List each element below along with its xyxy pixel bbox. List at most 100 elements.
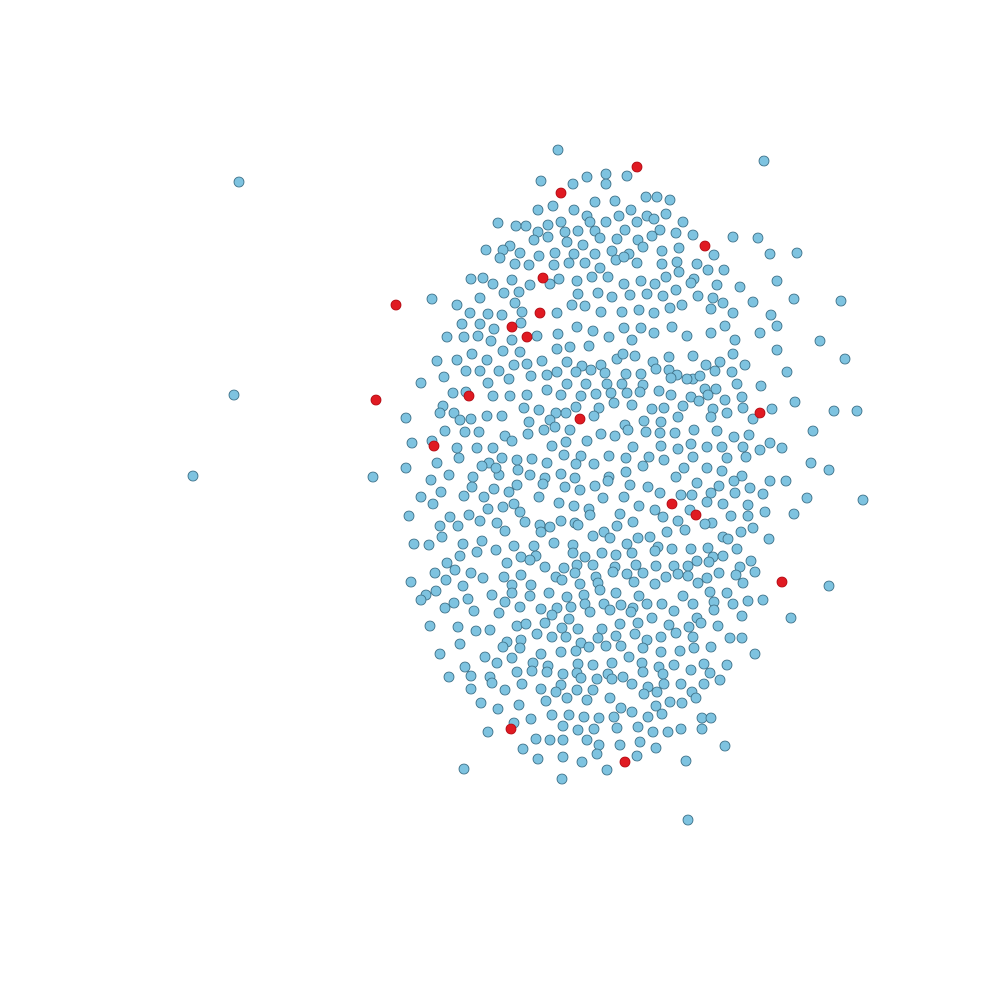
data-point <box>593 402 605 414</box>
data-point <box>635 322 647 334</box>
data-point <box>548 537 560 549</box>
data-point <box>575 390 587 402</box>
data-point <box>651 686 663 698</box>
data-point <box>694 370 706 382</box>
data-point <box>633 500 645 512</box>
data-point <box>511 479 523 491</box>
data-point <box>759 506 771 518</box>
data-point <box>458 763 470 775</box>
data-point <box>640 191 652 203</box>
data-point <box>646 403 658 415</box>
data-point <box>650 700 662 712</box>
data-point <box>606 657 618 669</box>
data-point <box>764 437 776 449</box>
data-point <box>480 244 492 256</box>
data-point <box>708 604 720 616</box>
data-point <box>430 585 442 597</box>
data-point <box>367 471 379 483</box>
data-point <box>451 299 463 311</box>
data-point <box>493 607 505 619</box>
data-point <box>789 396 801 408</box>
data-point <box>444 511 456 523</box>
data-point <box>735 526 747 538</box>
data-point <box>497 641 509 653</box>
data-point <box>583 641 595 653</box>
data-point <box>653 385 665 397</box>
data-point <box>701 441 713 453</box>
data-point <box>557 720 569 732</box>
data-point <box>729 487 741 499</box>
data-point <box>649 278 661 290</box>
data-point <box>477 572 489 584</box>
data-point <box>587 559 599 571</box>
data-point <box>634 386 646 398</box>
data-point <box>656 708 668 720</box>
data-point <box>615 599 627 611</box>
data-point <box>571 321 583 333</box>
data-point <box>700 359 712 371</box>
data-point <box>464 307 476 319</box>
data-point <box>752 232 764 244</box>
data-point <box>721 587 733 599</box>
data-point <box>233 176 245 188</box>
data-point <box>705 712 717 724</box>
data-point <box>496 410 508 422</box>
data-point <box>439 425 451 437</box>
data-point <box>535 683 547 695</box>
data-point <box>539 561 551 573</box>
data-point <box>596 547 608 559</box>
data-point <box>764 248 776 260</box>
data-point <box>567 547 579 559</box>
data-point <box>543 587 555 599</box>
data-point <box>474 365 486 377</box>
data-point <box>467 471 479 483</box>
data-point <box>670 627 682 639</box>
data-point <box>583 340 595 352</box>
data-point <box>620 368 632 380</box>
data-point <box>559 481 571 493</box>
data-point <box>633 590 645 602</box>
data-point <box>525 579 537 591</box>
data-point <box>603 450 615 462</box>
data-point <box>698 658 710 670</box>
data-point <box>675 723 687 735</box>
data-point <box>594 584 606 596</box>
data-point <box>693 395 705 407</box>
data-point <box>749 566 761 578</box>
data-point <box>621 170 633 182</box>
data-point <box>466 481 478 493</box>
data-point <box>587 325 599 337</box>
data-point <box>475 697 487 709</box>
data-point <box>581 694 593 706</box>
highlight-point <box>537 272 549 284</box>
data-point <box>448 597 460 609</box>
data-point <box>569 567 581 579</box>
highlight-point <box>390 299 402 311</box>
data-point <box>579 257 591 269</box>
data-point <box>590 388 602 400</box>
data-point <box>682 570 694 582</box>
data-point <box>823 580 835 592</box>
data-point <box>713 567 725 579</box>
points-layer <box>187 144 869 826</box>
data-point <box>536 355 548 367</box>
data-point <box>681 373 693 385</box>
data-point <box>788 293 800 305</box>
data-point <box>497 501 509 513</box>
data-point <box>705 327 717 339</box>
data-point <box>685 664 697 676</box>
data-point <box>643 451 655 463</box>
data-point <box>828 405 840 417</box>
data-point <box>714 356 726 368</box>
data-point <box>424 620 436 632</box>
data-point <box>625 204 637 216</box>
data-point <box>670 471 682 483</box>
data-point <box>568 248 580 260</box>
data-point <box>452 520 464 532</box>
data-point <box>541 384 553 396</box>
data-point <box>576 756 588 768</box>
data-point <box>705 487 717 499</box>
data-point <box>716 465 728 477</box>
data-point <box>591 748 603 760</box>
data-point <box>474 515 486 527</box>
